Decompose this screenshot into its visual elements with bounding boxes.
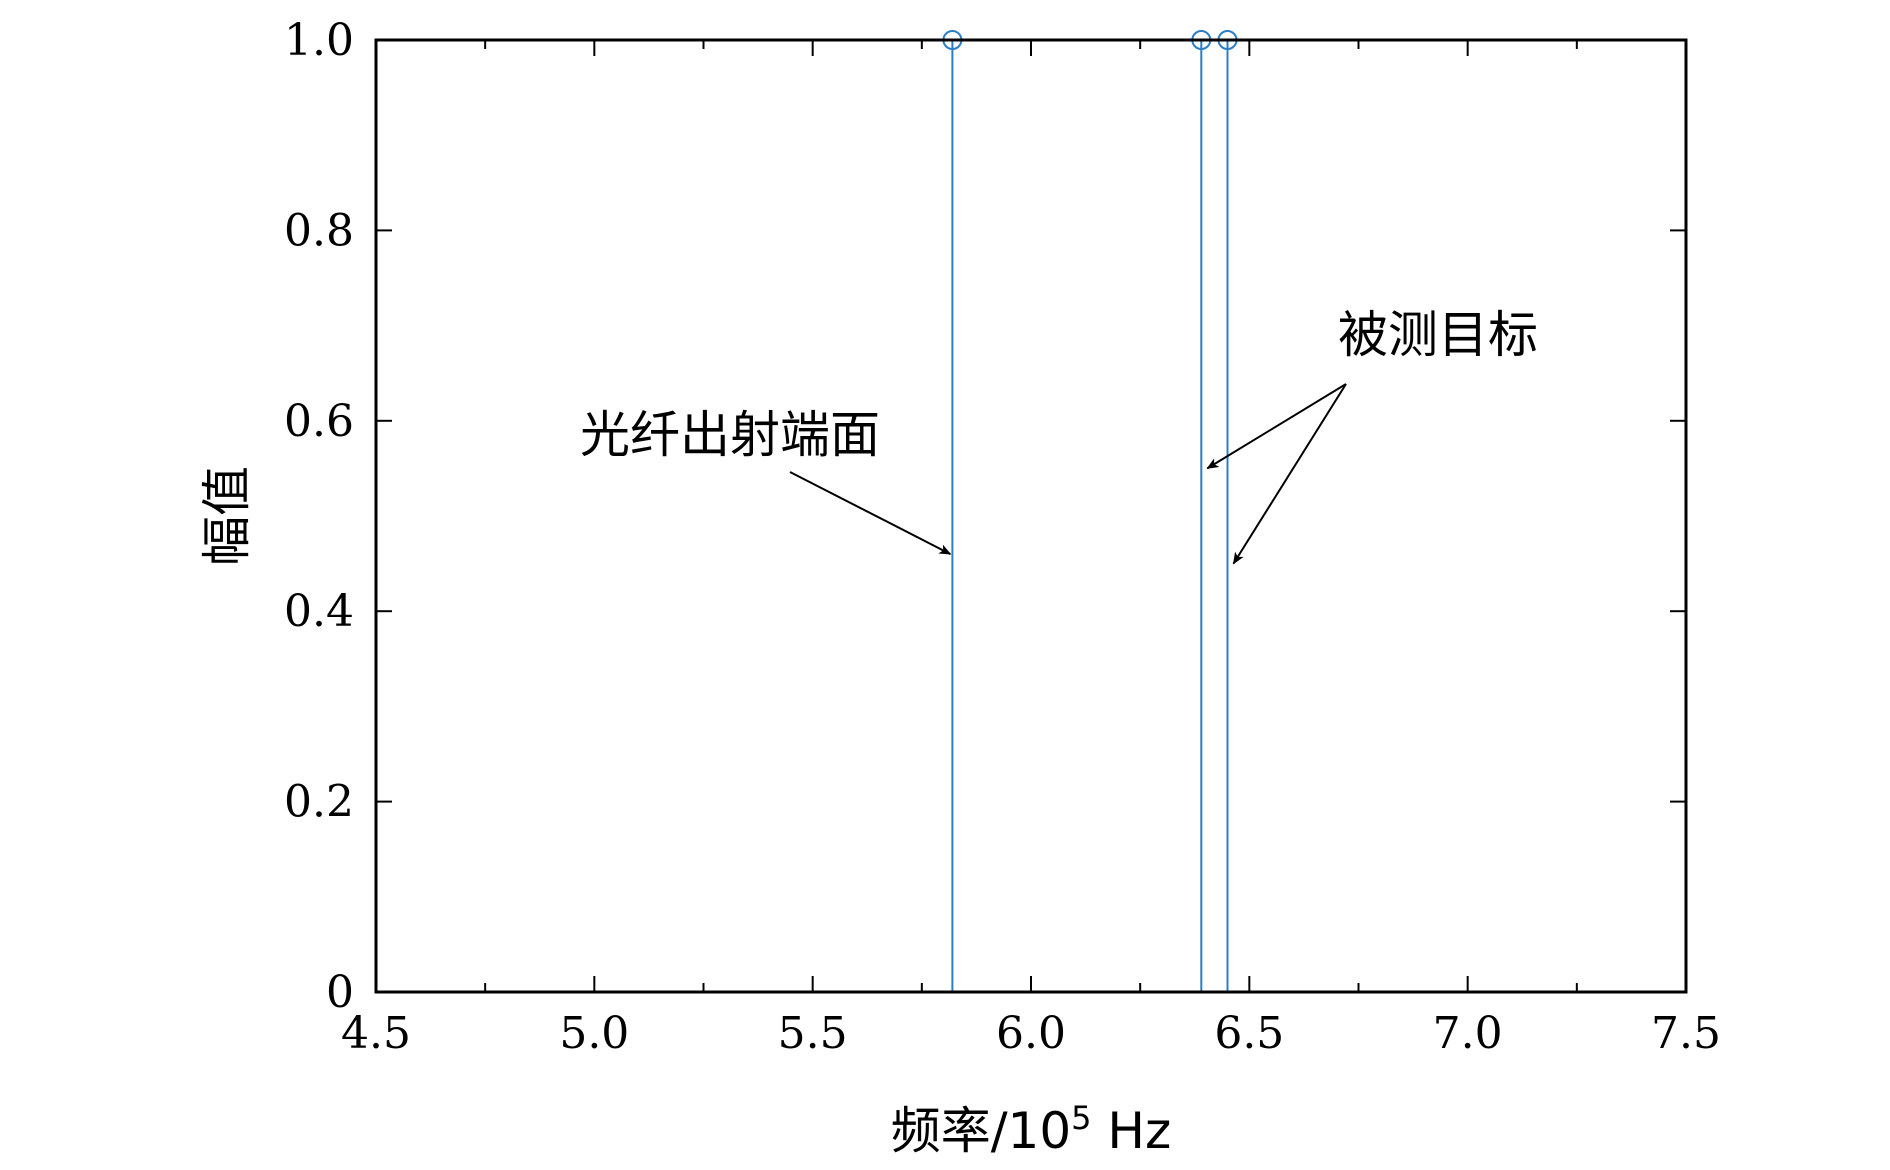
x-tick-label: 6.5 <box>1214 1008 1284 1059</box>
y-tick-label: 0.4 <box>284 586 354 637</box>
x-axis-label-exponent: 5 <box>1071 1099 1091 1137</box>
annotation-arrow <box>789 471 952 555</box>
x-tick-label: 7.0 <box>1433 1008 1503 1059</box>
y-axis-label: 幅值 <box>198 466 256 566</box>
x-axis: 4.5 5.0 5.5 6.0 6.5 7.0 7.5 <box>341 40 1721 1059</box>
annotation-arrow <box>1232 383 1347 565</box>
y-tick-label: 0.8 <box>284 205 354 256</box>
annotation-arrow <box>1206 383 1347 470</box>
y-tick-label: 0.2 <box>284 777 354 828</box>
x-tick-label: 5.0 <box>559 1008 629 1059</box>
x-axis-label-unit: Hz <box>1092 1102 1172 1160</box>
y-tick-label: 0.6 <box>284 396 354 447</box>
y-axis: 0 0.2 0.4 0.6 0.8 1.0 <box>284 15 1686 1018</box>
y-tick-label: 1.0 <box>284 15 354 66</box>
x-axis-label: 频率/105 Hz <box>891 1099 1172 1160</box>
y-tick-label: 0 <box>326 967 354 1018</box>
annotation-label: 被测目标 <box>1338 306 1538 364</box>
annotations: 光纤出射端面 被测目标 <box>580 306 1538 565</box>
annotation-label: 光纤出射端面 <box>580 406 880 464</box>
x-tick-label: 6.0 <box>996 1008 1066 1059</box>
x-axis-label-main: 频率/10 <box>891 1102 1071 1160</box>
x-tick-label: 7.5 <box>1651 1008 1721 1059</box>
x-tick-label: 5.5 <box>778 1008 848 1059</box>
plot-frame <box>374 38 1688 994</box>
x-tick-label: 4.5 <box>341 1008 411 1059</box>
